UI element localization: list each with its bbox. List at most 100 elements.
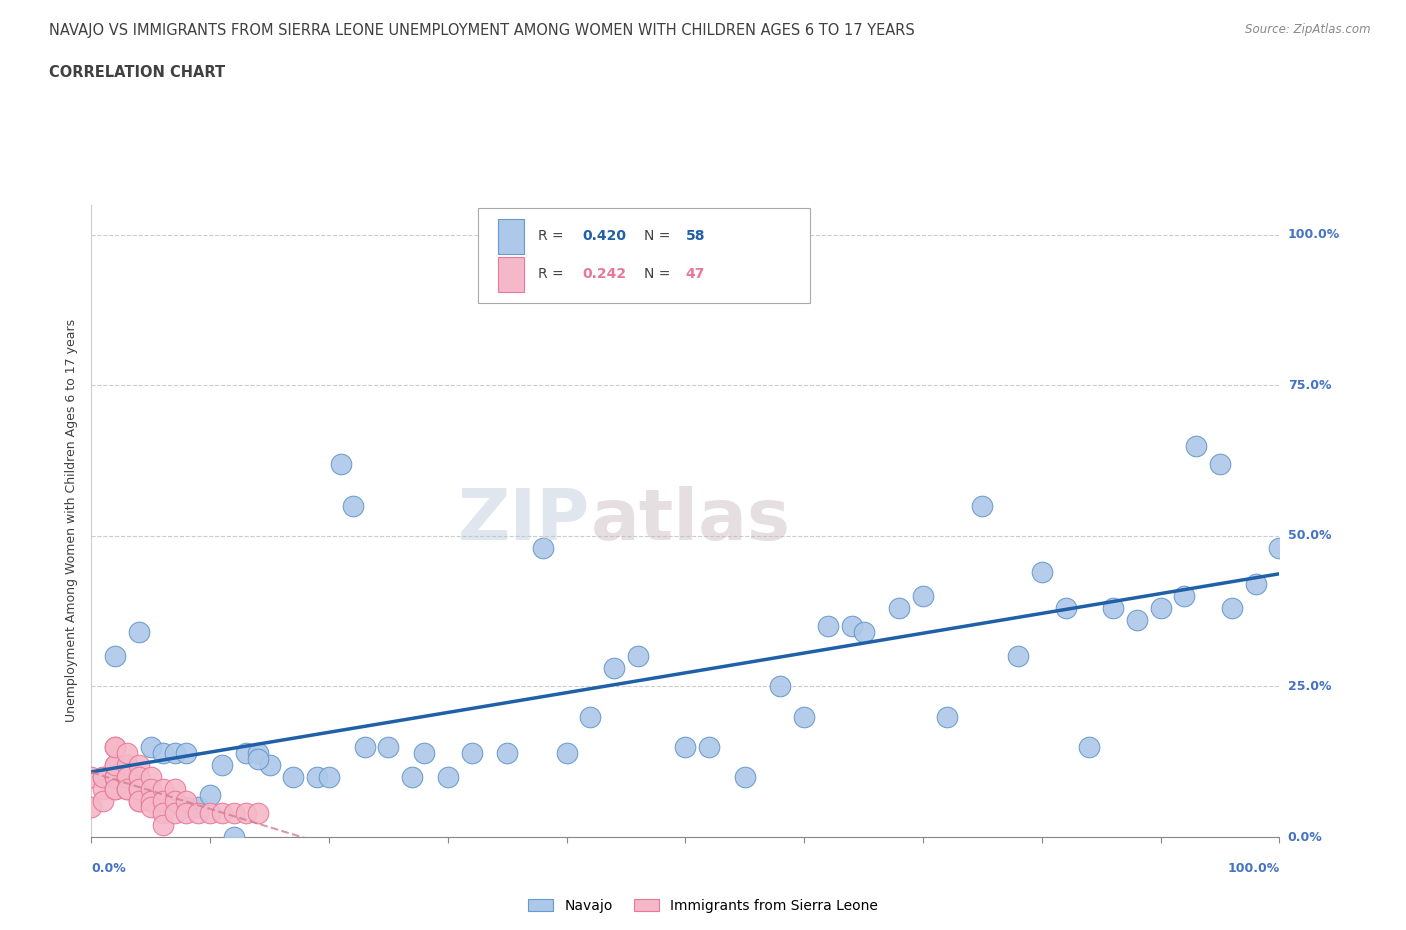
Point xyxy=(104,757,127,772)
Point xyxy=(211,805,233,820)
Text: NAVAJO VS IMMIGRANTS FROM SIERRA LEONE UNEMPLOYMENT AMONG WOMEN WITH CHILDREN AG: NAVAJO VS IMMIGRANTS FROM SIERRA LEONE U… xyxy=(49,23,915,38)
Text: ZIP: ZIP xyxy=(458,486,591,555)
Text: 50.0%: 50.0% xyxy=(1288,529,1331,542)
Point xyxy=(603,661,626,676)
Point xyxy=(139,769,162,784)
Point xyxy=(222,805,245,820)
Point xyxy=(91,769,114,784)
Point xyxy=(128,769,150,784)
Point xyxy=(211,757,233,772)
Text: N =: N = xyxy=(644,267,675,281)
Point xyxy=(627,649,650,664)
Point xyxy=(128,781,150,796)
Point xyxy=(1031,565,1053,579)
Point xyxy=(115,769,138,784)
Point xyxy=(104,781,127,796)
Point xyxy=(152,745,174,760)
Point xyxy=(115,781,138,796)
Point xyxy=(104,649,127,664)
Point xyxy=(1220,601,1243,616)
Point xyxy=(911,589,934,604)
Point xyxy=(531,540,554,555)
Text: 58: 58 xyxy=(685,229,704,244)
Point xyxy=(222,830,245,844)
Point xyxy=(413,745,436,760)
Point xyxy=(104,757,127,772)
Point xyxy=(104,739,127,754)
Point xyxy=(152,817,174,832)
Point xyxy=(176,745,198,760)
Point xyxy=(246,805,269,820)
Point xyxy=(793,709,815,724)
Text: 47: 47 xyxy=(685,267,704,281)
Point xyxy=(579,709,602,724)
Point xyxy=(176,800,198,815)
Text: R =: R = xyxy=(538,229,568,244)
Point xyxy=(139,781,162,796)
Point xyxy=(329,456,352,471)
Point xyxy=(246,745,269,760)
Point xyxy=(187,800,209,815)
Point xyxy=(1185,438,1208,453)
Point xyxy=(673,739,696,754)
Point xyxy=(139,739,162,754)
Point xyxy=(139,800,162,815)
Point xyxy=(972,498,994,513)
Text: 0.242: 0.242 xyxy=(582,267,626,281)
Text: 0.0%: 0.0% xyxy=(1288,830,1323,844)
Point xyxy=(163,781,186,796)
Text: CORRELATION CHART: CORRELATION CHART xyxy=(49,65,225,80)
Text: 100.0%: 100.0% xyxy=(1288,228,1340,241)
Point xyxy=(163,793,186,808)
Point xyxy=(342,498,364,513)
Point xyxy=(104,781,127,796)
Point xyxy=(235,805,257,820)
Point xyxy=(104,769,127,784)
Point xyxy=(1244,577,1267,591)
Point xyxy=(734,769,756,784)
Point xyxy=(104,739,127,754)
Point xyxy=(115,781,138,796)
Point xyxy=(187,805,209,820)
Legend: Navajo, Immigrants from Sierra Leone: Navajo, Immigrants from Sierra Leone xyxy=(523,894,883,919)
Text: 0.0%: 0.0% xyxy=(91,862,127,875)
Point xyxy=(152,781,174,796)
Point xyxy=(91,781,114,796)
Text: N =: N = xyxy=(644,229,675,244)
Text: R =: R = xyxy=(538,267,568,281)
Point xyxy=(318,769,340,784)
Point xyxy=(1268,540,1291,555)
Point xyxy=(246,751,269,766)
Point xyxy=(128,781,150,796)
Point xyxy=(1102,601,1125,616)
Point xyxy=(841,618,863,633)
Point xyxy=(259,757,281,772)
Point xyxy=(176,793,198,808)
Point xyxy=(152,805,174,820)
Point xyxy=(935,709,957,724)
Point xyxy=(104,769,127,784)
Point xyxy=(1149,601,1171,616)
Point xyxy=(436,769,458,784)
Point xyxy=(200,788,222,803)
Point xyxy=(1126,613,1149,628)
Point xyxy=(353,739,375,754)
Point xyxy=(401,769,423,784)
Point xyxy=(1007,649,1029,664)
Point xyxy=(1078,739,1101,754)
Point xyxy=(200,805,222,820)
Point xyxy=(115,757,138,772)
Text: 25.0%: 25.0% xyxy=(1288,680,1331,693)
Point xyxy=(283,769,305,784)
Point xyxy=(128,769,150,784)
Point xyxy=(235,745,257,760)
Point xyxy=(152,793,174,808)
Point xyxy=(1209,456,1232,471)
Point xyxy=(1054,601,1077,616)
Point xyxy=(91,769,114,784)
Point xyxy=(769,679,792,694)
Text: 75.0%: 75.0% xyxy=(1288,379,1331,392)
Point xyxy=(128,793,150,808)
Point xyxy=(91,793,114,808)
Point xyxy=(128,757,150,772)
